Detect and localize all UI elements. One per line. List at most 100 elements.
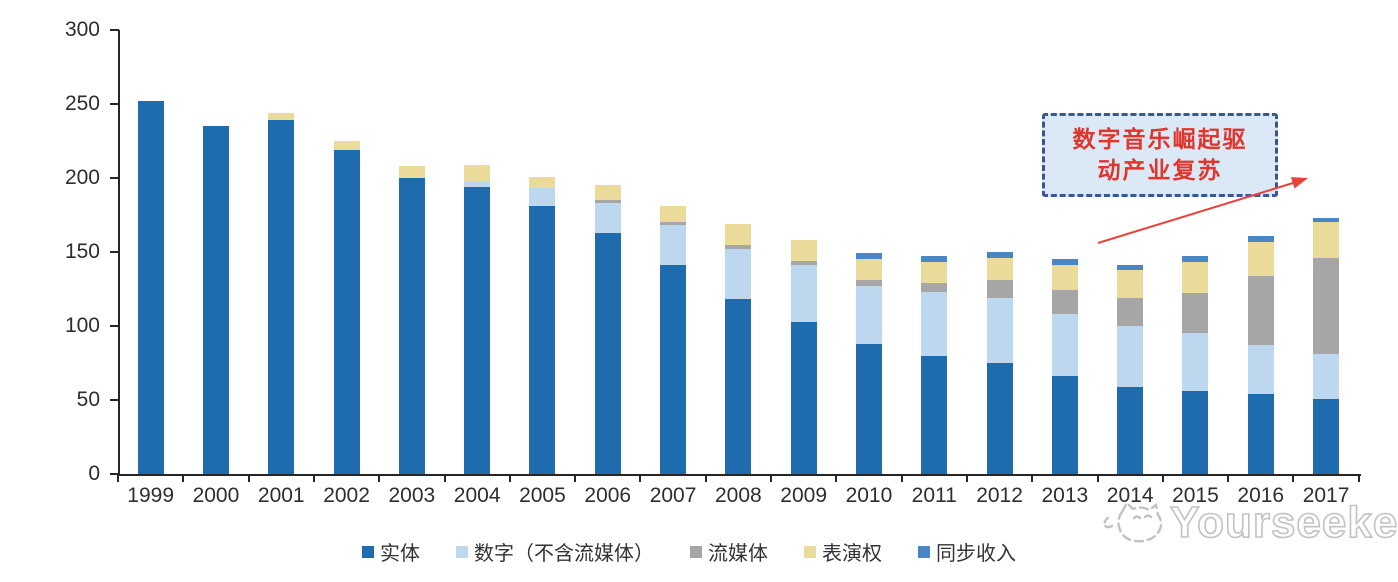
legend-swatch — [918, 545, 930, 558]
x-axis-tick — [117, 474, 119, 482]
y-axis-tick — [110, 399, 119, 401]
bar-segment-实体 — [137, 101, 164, 474]
bar-segment-实体 — [855, 343, 882, 474]
x-axis-label: 2001 — [257, 484, 305, 507]
x-axis-label: 2011 — [911, 484, 957, 507]
bar-segment-数字（不含流媒体） — [921, 291, 948, 356]
bar-segment-实体 — [1313, 398, 1340, 474]
legend-item: 数字（不含流媒体） — [456, 537, 654, 566]
bar-segment-数字（不含流媒体） — [986, 297, 1013, 363]
x-axis-label: 2017 — [1302, 484, 1350, 507]
bar-segment-数字（不含流媒体） — [1117, 326, 1144, 387]
x-axis-label: 2005 — [519, 484, 566, 507]
bar-segment-表演权 — [464, 164, 491, 181]
bar-segment-流媒体 — [594, 200, 621, 204]
x-axis-label: 2009 — [780, 484, 827, 507]
y-axis-tick — [110, 177, 119, 179]
x-axis-label: 2006 — [584, 484, 632, 507]
bar-segment-流媒体 — [790, 260, 817, 266]
bar-segment-流媒体 — [1051, 290, 1078, 315]
bar-segment-数字（不含流媒体） — [529, 188, 556, 207]
x-axis-tick — [1031, 474, 1034, 482]
bar-segment-同步收入 — [1117, 265, 1144, 270]
bar-segment-流媒体 — [1247, 275, 1274, 346]
bar-segment-实体 — [1247, 394, 1274, 474]
bar-segment-同步收入 — [1051, 259, 1078, 266]
bar-segment-表演权 — [986, 257, 1013, 281]
y-axis-tick — [110, 103, 119, 105]
watermark-text: Yourseeker — [1169, 497, 1398, 548]
bar-segment-表演权 — [660, 206, 687, 223]
watermark: Yourseeker — [1100, 496, 1398, 550]
legend-swatch — [456, 545, 468, 558]
bar-segment-实体 — [398, 178, 425, 474]
bar-segment-流媒体 — [1313, 257, 1340, 355]
x-axis-label: 2004 — [453, 484, 501, 507]
legend-item: 表演权 — [804, 537, 882, 566]
bar-segment-实体 — [725, 299, 752, 474]
bar-segment-实体 — [594, 232, 621, 474]
bar-segment-流媒体 — [725, 244, 752, 250]
bar-segment-数字（不含流媒体） — [1182, 333, 1209, 392]
x-axis-tick — [182, 474, 185, 482]
bar-segment-数字（不含流媒体） — [594, 203, 621, 233]
annotation-line-2: 动产业复苏 — [1097, 157, 1223, 184]
bar-segment-实体 — [1117, 386, 1144, 474]
x-axis-tick — [1357, 474, 1360, 482]
bar-segment-流媒体 — [921, 283, 948, 292]
bar-segment-表演权 — [333, 141, 360, 150]
x-axis-tick — [835, 474, 838, 482]
bar-segment-数字（不含流媒体） — [1313, 354, 1340, 399]
x-axis-tick — [312, 474, 315, 482]
y-axis-tick — [110, 251, 119, 253]
bar-segment-表演权 — [1313, 222, 1340, 258]
bar-segment-同步收入 — [986, 252, 1013, 258]
legend-swatch — [690, 545, 702, 558]
bar-segment-流媒体 — [660, 222, 687, 226]
bar-segment-表演权 — [921, 262, 948, 284]
bar-segment-表演权 — [1247, 241, 1274, 276]
legend-item: 实体 — [362, 537, 420, 566]
x-axis-label: 2016 — [1237, 484, 1285, 507]
bar-segment-流媒体 — [986, 280, 1013, 298]
x-axis-tick — [639, 474, 642, 482]
bar-segment-数字（不含流媒体） — [725, 249, 752, 300]
legend-swatch — [362, 545, 374, 558]
y-axis-label: 150 — [64, 240, 100, 263]
bar-segment-流媒体 — [855, 280, 882, 287]
bar-segment-实体 — [1182, 391, 1209, 474]
x-axis-tick — [574, 474, 577, 482]
x-axis-label: 2014 — [1106, 484, 1154, 507]
x-axis-tick — [247, 474, 250, 482]
x-axis-tick — [770, 474, 772, 482]
bar-segment-表演权 — [268, 112, 295, 121]
bar-segment-实体 — [986, 363, 1013, 474]
legend-item: 流媒体 — [690, 537, 768, 566]
legend-label: 数字（不含流媒体） — [474, 541, 654, 565]
y-axis-label: 50 — [76, 388, 100, 411]
y-axis-tick — [110, 325, 119, 327]
x-axis-tick — [1292, 474, 1295, 482]
bar-segment-表演权 — [1051, 265, 1078, 291]
bar-segment-同步收入 — [1182, 256, 1209, 263]
y-axis-label: 0 — [88, 462, 100, 485]
bar-segment-表演权 — [398, 166, 425, 178]
x-axis-label: 2003 — [388, 484, 436, 507]
legend-swatch — [804, 545, 816, 558]
bar-segment-表演权 — [790, 240, 817, 261]
bar-segment-表演权 — [529, 176, 556, 189]
x-axis-label: 2008 — [714, 484, 762, 507]
y-axis-label: 200 — [64, 166, 100, 189]
bar-segment-实体 — [921, 355, 948, 474]
legend-label: 实体 — [380, 541, 420, 565]
y-axis-tick — [110, 473, 119, 475]
legend: 实体 数字（不含流媒体） 流媒体 表演权 同步收入 — [362, 537, 1016, 566]
y-axis-label: 300 — [64, 18, 100, 41]
bar-segment-表演权 — [725, 223, 752, 245]
bar-segment-数字（不含流媒体） — [1247, 345, 1274, 395]
x-axis-label: 2007 — [649, 484, 697, 507]
legend-item: 同步收入 — [918, 537, 1016, 566]
annotation-line-1: 数字音乐崛起驱 — [1072, 125, 1248, 153]
bar-segment-数字（不含流媒体） — [790, 265, 817, 322]
bar-segment-表演权 — [594, 185, 621, 201]
